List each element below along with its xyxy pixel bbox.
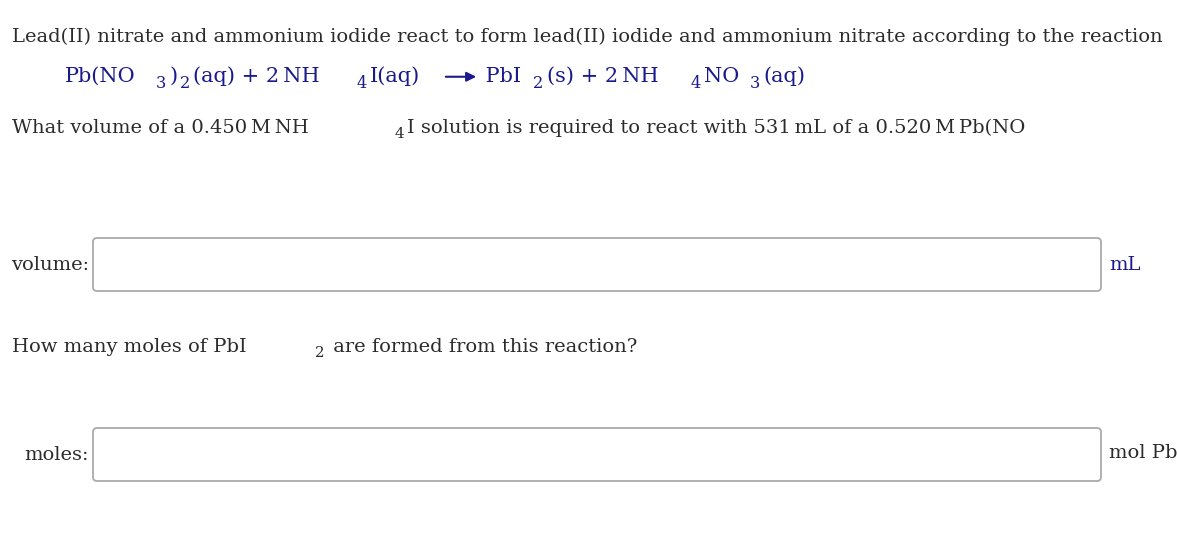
Text: moles:: moles:	[25, 446, 89, 464]
Text: I(aq): I(aq)	[370, 66, 420, 86]
Text: 4: 4	[691, 75, 701, 92]
Text: What volume of a 0.450 M NH: What volume of a 0.450 M NH	[12, 119, 308, 137]
Text: (aq) + 2 NH: (aq) + 2 NH	[193, 66, 320, 86]
Text: are formed from this reaction?: are formed from this reaction?	[327, 338, 638, 356]
Text: mol PbI: mol PbI	[1109, 443, 1177, 461]
Text: 2: 2	[180, 75, 191, 92]
Text: (s) + 2 NH: (s) + 2 NH	[547, 67, 658, 86]
Text: ): )	[169, 67, 178, 86]
Text: 3: 3	[157, 75, 166, 92]
FancyBboxPatch shape	[93, 238, 1100, 291]
Text: (aq): (aq)	[763, 66, 805, 86]
Text: I solution is required to react with 531 mL of a 0.520 M Pb(NO: I solution is required to react with 531…	[407, 119, 1025, 137]
Text: Pb(NO: Pb(NO	[65, 67, 135, 86]
Text: volume:: volume:	[11, 255, 89, 273]
Text: 3: 3	[750, 75, 760, 92]
FancyBboxPatch shape	[93, 428, 1100, 481]
Text: 2: 2	[533, 75, 544, 92]
Text: NO: NO	[704, 67, 739, 86]
Text: 4: 4	[395, 127, 405, 141]
Text: 4: 4	[357, 75, 367, 92]
Text: Lead(II) nitrate and ammonium iodide react to form lead(II) iodide and ammonium : Lead(II) nitrate and ammonium iodide rea…	[12, 28, 1163, 46]
Text: How many moles of PbI: How many moles of PbI	[12, 338, 247, 356]
Text: mL: mL	[1109, 255, 1141, 273]
Text: 2: 2	[314, 346, 325, 361]
Text: PbI: PbI	[479, 67, 521, 86]
